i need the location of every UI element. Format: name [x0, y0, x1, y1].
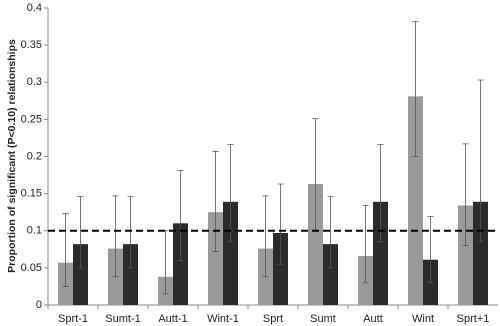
x-tick-label: Autt: [363, 313, 383, 325]
bar: [308, 183, 323, 305]
bar: [273, 232, 288, 305]
error-bar: [62, 213, 69, 287]
error-bar: [227, 144, 234, 243]
bar: [73, 244, 88, 305]
error-bar: [377, 144, 384, 243]
y-tick-label: 0.35: [21, 39, 42, 51]
y-tick-label: 0.05: [21, 262, 42, 274]
x-tick-label: Wint: [412, 313, 434, 325]
error-bar: [362, 205, 369, 284]
error-bar: [77, 196, 84, 269]
x-tick-label: Wint-1: [207, 313, 239, 325]
bar: [408, 96, 423, 305]
y-tick-label: 0: [36, 299, 42, 311]
error-bar: [462, 143, 469, 246]
error-bar: [412, 20, 419, 157]
y-tick-label: 0.1: [27, 225, 42, 237]
y-tick-label: 0.2: [27, 150, 42, 162]
y-tick-label: 0.15: [21, 188, 42, 200]
error-bar: [212, 150, 219, 252]
error-bar: [262, 195, 269, 278]
error-bar: [327, 196, 334, 269]
x-tick-label: Sprt+1: [457, 313, 490, 325]
x-tick-label: Sumt-1: [105, 313, 140, 325]
bar: [123, 244, 138, 305]
error-bar: [177, 170, 184, 261]
y-axis-title: Proportion of significant (P<0.10) relat…: [6, 39, 18, 273]
bar: [208, 212, 223, 305]
x-tick-label: Sprt: [263, 313, 283, 325]
error-bar: [112, 195, 119, 278]
y-tick-label: 0.3: [27, 76, 42, 88]
x-tick-label: Sumt: [310, 313, 336, 325]
x-tick-label: Sprt-1: [58, 313, 88, 325]
bar: [473, 201, 488, 305]
bar: [323, 244, 338, 305]
bar: [373, 201, 388, 305]
error-bar: [127, 196, 134, 269]
y-tick-label: 0.25: [21, 113, 42, 125]
error-bar: [477, 79, 484, 243]
bar: [223, 201, 238, 305]
y-tick-label: 0.4: [27, 2, 42, 14]
error-bar: [427, 216, 434, 284]
error-bar: [277, 183, 284, 265]
bar: [173, 223, 188, 305]
x-tick-label: Autt-1: [158, 313, 187, 325]
